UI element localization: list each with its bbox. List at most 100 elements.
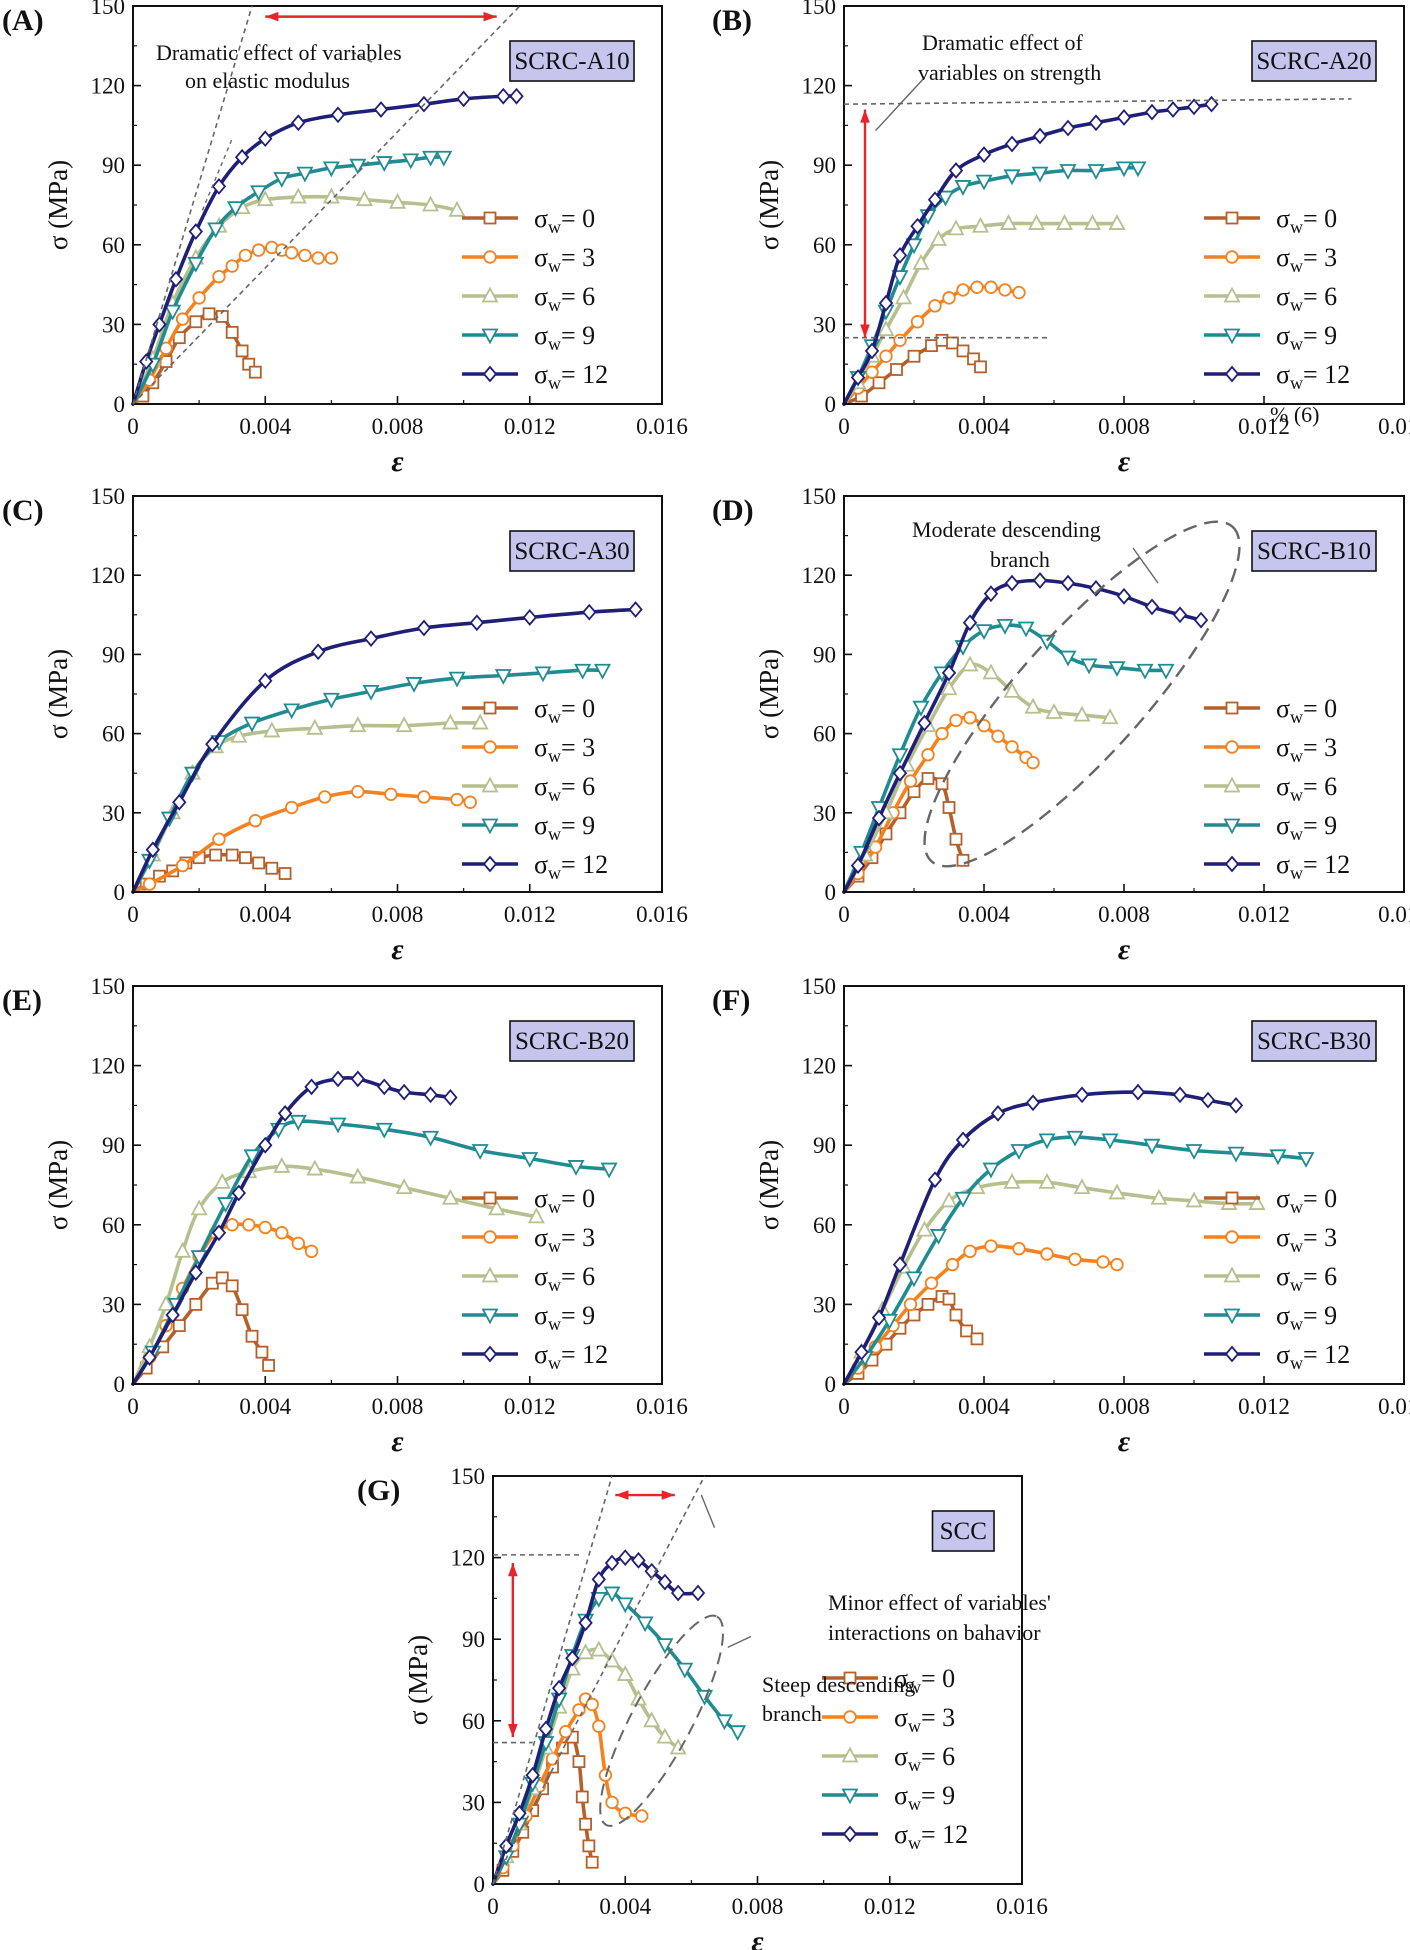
data-point [521, 1152, 539, 1168]
chart-panel-e: (E) 0 0.004 0.008 0.012 0.016 0 30 60 90 120 150 σ (… [2, 974, 688, 1458]
y-tick-label: 120 [802, 1054, 837, 1079]
data-point [243, 1149, 261, 1166]
data-point [422, 195, 440, 212]
data-point [375, 1122, 393, 1139]
data-point [283, 703, 301, 720]
data-point [1193, 611, 1209, 629]
data-point [967, 352, 980, 366]
data-point [174, 1241, 192, 1258]
data-point [984, 280, 998, 294]
legend-label: σw= 0 [534, 1184, 595, 1217]
data-point [956, 853, 970, 867]
data-point [1038, 1133, 1056, 1150]
data-point [903, 1297, 918, 1312]
legend-label: σw= 6 [1276, 1262, 1337, 1295]
series-sigma-w-0 [131, 1271, 275, 1386]
data-point [854, 1343, 869, 1361]
legend-label: σw= 9 [1276, 321, 1337, 354]
specimen-tag-box [931, 1510, 995, 1552]
data-point [1073, 705, 1091, 722]
legend-marker [1225, 250, 1239, 264]
data-point [251, 243, 266, 257]
data-point [469, 614, 485, 632]
data-point [212, 269, 226, 284]
data-point [954, 180, 972, 196]
data-point [217, 1197, 235, 1213]
data-point [471, 1144, 489, 1160]
chart-panel-b: (B) 0 0.004 0.008 0.012 0.016 0 30 60 90 120 150 σ (… [712, 0, 1410, 478]
y-tick-label: 30 [813, 801, 836, 826]
data-point [355, 190, 373, 207]
data-point [289, 1114, 307, 1131]
y-tick-label: 0 [114, 880, 126, 905]
y-axis-label: σ (MPa) [43, 649, 73, 739]
y-tick-label: 90 [102, 153, 125, 178]
data-point [935, 726, 949, 741]
data-point [285, 246, 299, 260]
data-point [880, 1313, 899, 1330]
data-point [976, 146, 992, 163]
y-tick-label: 30 [102, 312, 125, 337]
data-point [1027, 214, 1046, 230]
series-sigma-w-9 [491, 1586, 747, 1886]
data-point [349, 158, 367, 175]
data-point [1116, 587, 1132, 605]
data-point [448, 200, 466, 217]
panel-label: (D) [712, 494, 754, 527]
data-point [330, 106, 346, 124]
data-point [205, 735, 220, 753]
data-point [945, 1257, 960, 1272]
y-axis-label: σ (MPa) [754, 649, 784, 739]
series-sigma-w-6 [131, 187, 466, 406]
legend-label: σw= 12 [534, 850, 608, 883]
data-point [729, 1725, 747, 1742]
data-point [917, 714, 932, 732]
data-point [577, 1643, 595, 1660]
plot-frame [843, 5, 1405, 405]
data-point [142, 877, 157, 891]
data-point [1130, 1083, 1146, 1101]
data-point [306, 718, 324, 735]
data-point [962, 614, 978, 632]
y-axis-label: σ (MPa) [754, 1140, 784, 1230]
data-point [329, 1117, 347, 1134]
specimen-tag-box [1251, 530, 1377, 572]
series-sigma-w-12 [842, 1083, 1244, 1386]
x-tick-label: 0.004 [239, 414, 291, 439]
x-tick-label: 0.012 [1238, 1394, 1290, 1419]
x-tick-label: 0.008 [1098, 414, 1150, 439]
legend-label: σw= 9 [894, 1781, 955, 1814]
data-point [304, 1078, 319, 1096]
data-point [278, 867, 292, 880]
data-point [1059, 164, 1077, 180]
plot-frame [132, 985, 663, 1385]
x-tick-label: 0.016 [1378, 902, 1410, 927]
legend-label: σw= 12 [894, 1820, 968, 1853]
data-point [949, 713, 963, 728]
data-point [534, 666, 552, 683]
x-tick-label: 0.012 [1238, 414, 1290, 439]
data-point [1060, 574, 1076, 592]
legend-marker [482, 855, 498, 873]
data-point [1143, 1138, 1161, 1155]
data-point [373, 101, 389, 118]
data-point [456, 90, 471, 108]
data-point [942, 801, 956, 814]
annotation-text: Dramatic effect of [922, 30, 1084, 55]
legend-marker [483, 250, 497, 264]
arrow-head [265, 11, 279, 22]
legend-label: σw= 3 [534, 243, 595, 276]
data-point [175, 858, 190, 873]
data-point [1087, 164, 1105, 180]
specimen-tag-box [509, 530, 635, 572]
legend-label: σw= 3 [1276, 733, 1337, 766]
data-point [1004, 135, 1020, 153]
data-point [1012, 1241, 1026, 1256]
data-point [525, 1766, 540, 1784]
legend-marker [481, 1308, 499, 1325]
legend-marker [482, 1345, 498, 1363]
data-point [850, 369, 866, 386]
data-point [963, 711, 977, 725]
legend-marker [1225, 1230, 1239, 1244]
legend-label: σw= 12 [1276, 850, 1350, 883]
